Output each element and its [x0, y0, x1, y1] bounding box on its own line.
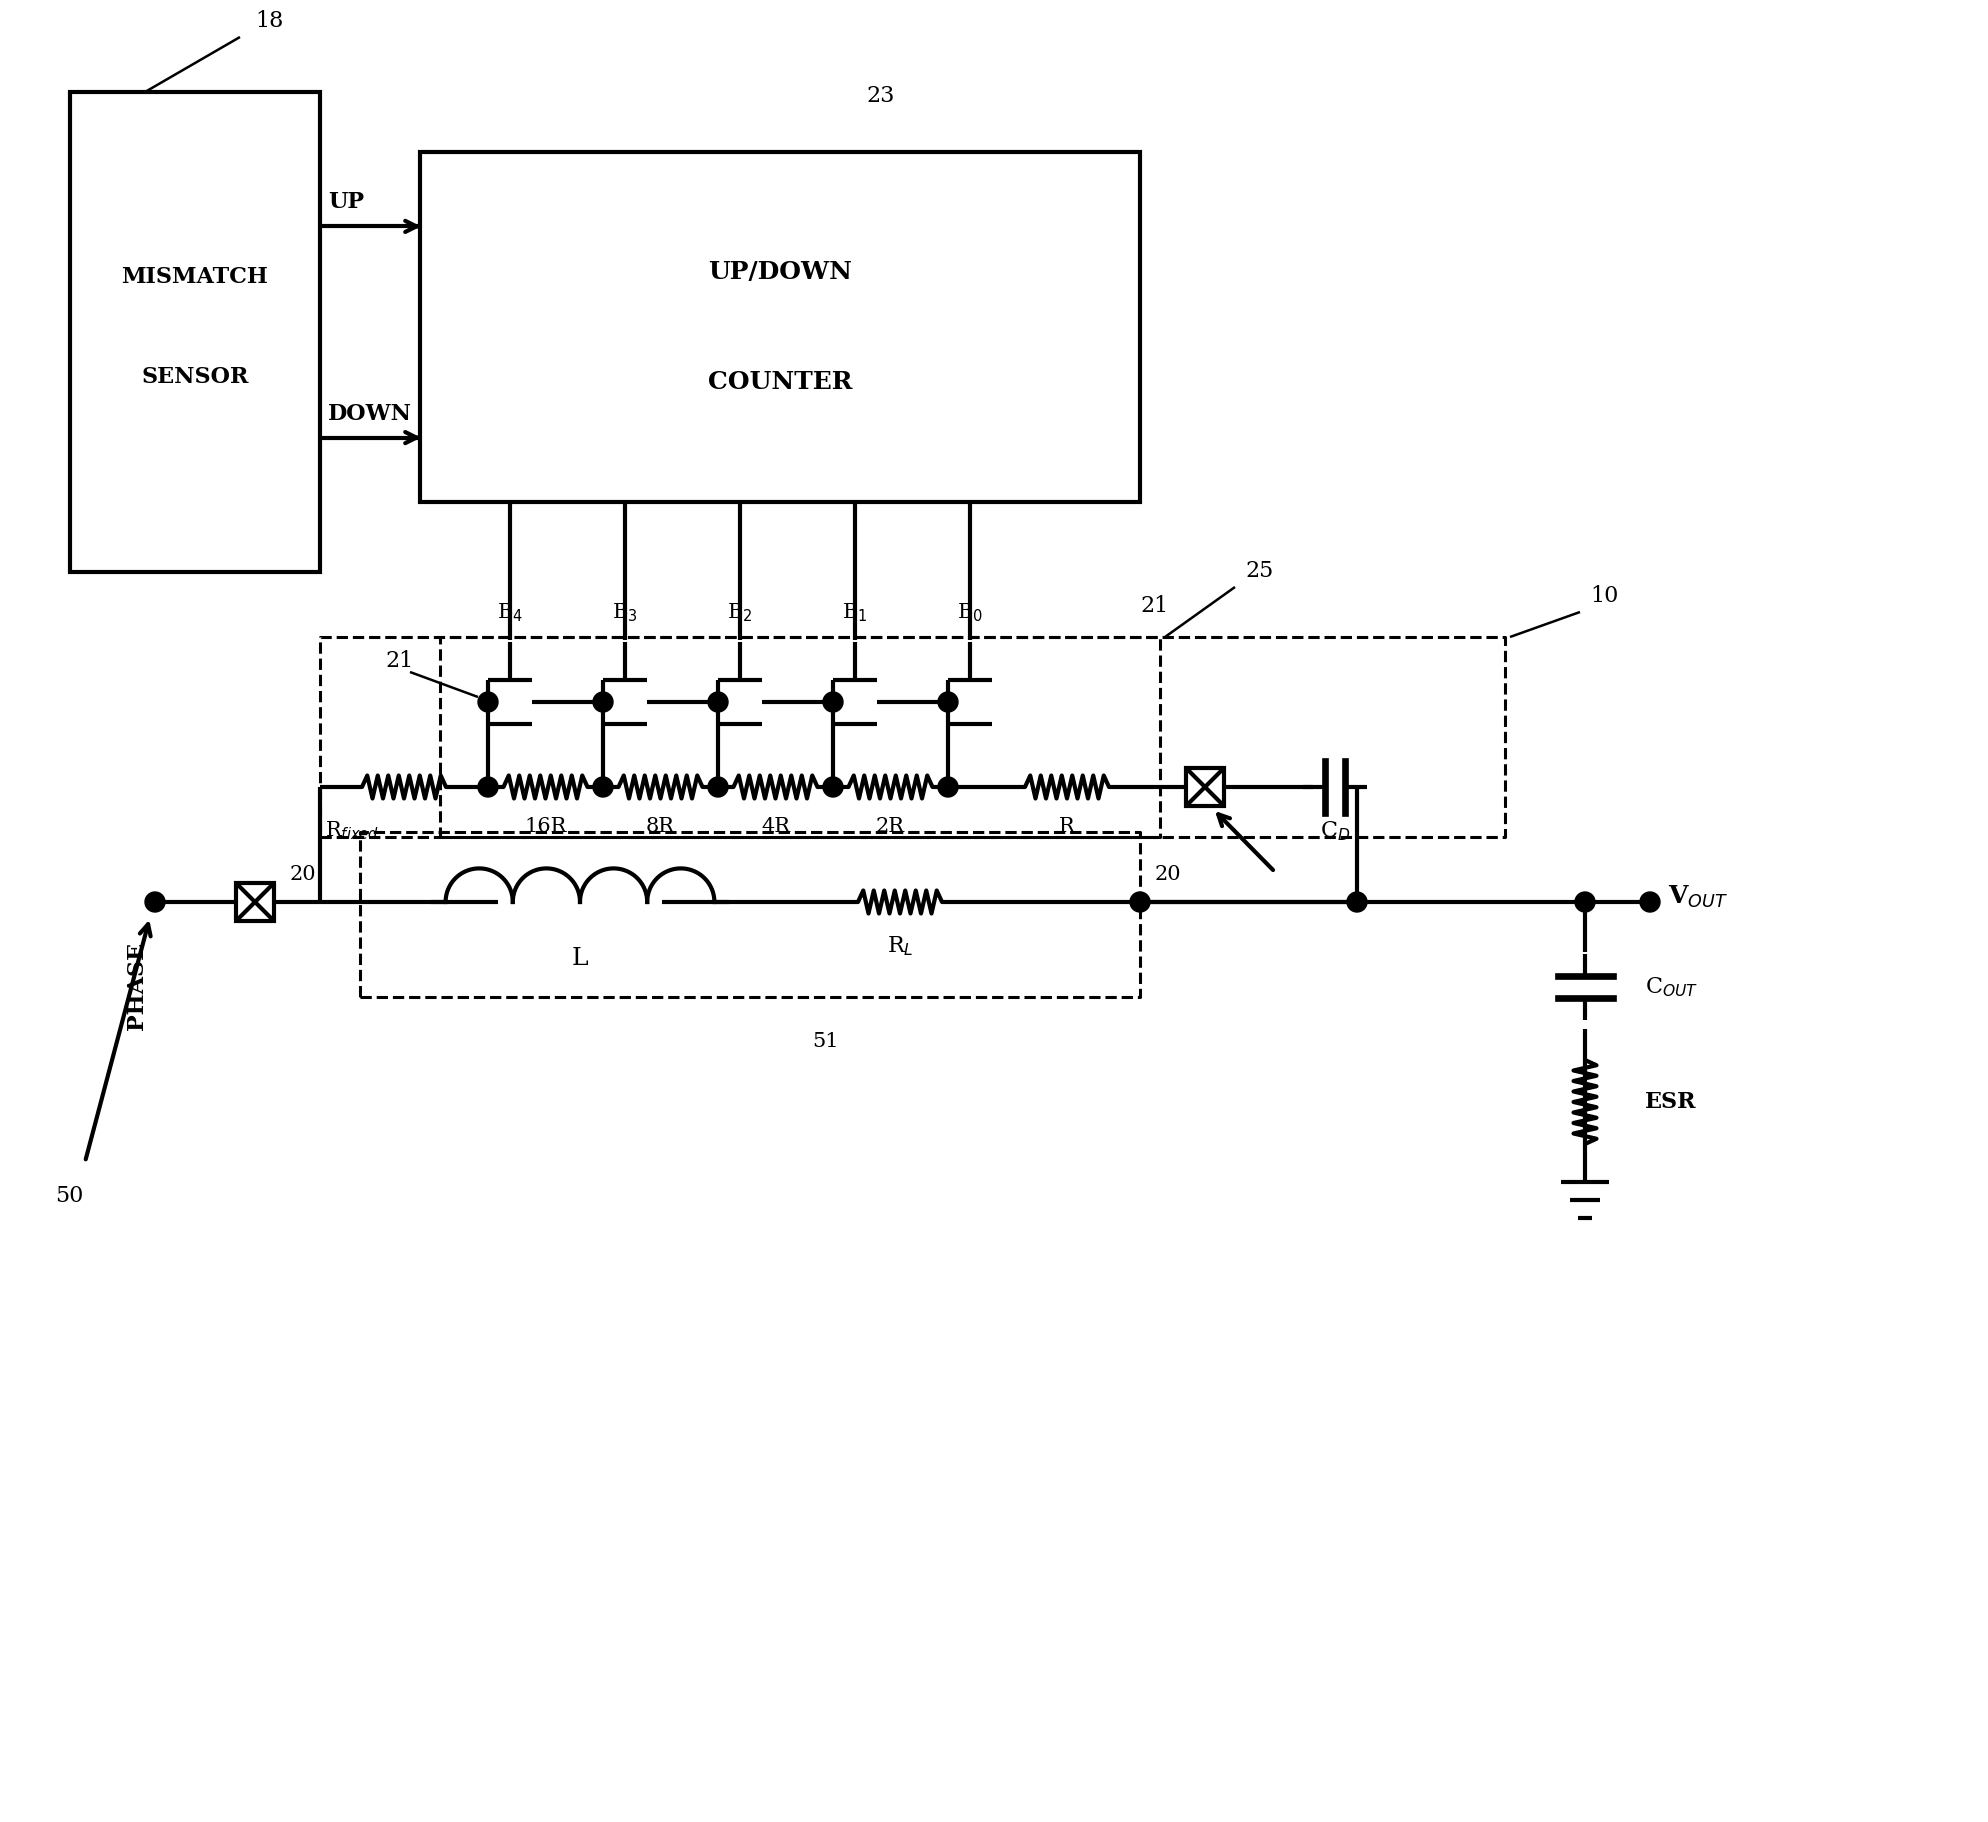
Text: 18: 18 [254, 9, 284, 33]
Circle shape [477, 692, 499, 712]
Text: PHASE: PHASE [125, 942, 147, 1029]
Text: C$_{OUT}$: C$_{OUT}$ [1644, 975, 1698, 998]
Text: B$_4$: B$_4$ [497, 601, 523, 623]
Circle shape [1348, 893, 1368, 913]
Text: UP: UP [328, 191, 364, 213]
Text: 25: 25 [1244, 559, 1272, 581]
Bar [419, 151, 1139, 503]
Bar [320, 638, 1505, 836]
Text: DOWN: DOWN [328, 403, 412, 425]
Text: ESR: ESR [1644, 1091, 1696, 1113]
Text: B$_2$: B$_2$ [728, 601, 753, 623]
Text: B$_1$: B$_1$ [843, 601, 867, 623]
Text: 10: 10 [1590, 585, 1618, 607]
Circle shape [1129, 893, 1149, 913]
Text: 21: 21 [1139, 596, 1169, 618]
Circle shape [823, 776, 843, 796]
Text: 4R: 4R [761, 816, 789, 836]
Text: 50: 50 [56, 1184, 83, 1206]
Text: 2R: 2R [877, 816, 905, 836]
Circle shape [592, 776, 612, 796]
Circle shape [938, 692, 958, 712]
Circle shape [938, 776, 958, 796]
Text: 20: 20 [290, 865, 316, 884]
Text: B$_0$: B$_0$ [956, 601, 982, 623]
Circle shape [145, 893, 165, 913]
Text: 23: 23 [867, 86, 895, 107]
Circle shape [477, 776, 499, 796]
Text: 16R: 16R [525, 816, 567, 836]
Bar [360, 833, 1139, 997]
Text: 20: 20 [1155, 865, 1181, 884]
Text: C$_D$: C$_D$ [1320, 820, 1350, 842]
Text: 51: 51 [813, 1031, 839, 1051]
Text: R$_L$: R$_L$ [887, 935, 912, 958]
Text: UP/DOWN: UP/DOWN [708, 261, 853, 284]
Text: MISMATCH: MISMATCH [121, 266, 268, 288]
Text: R$_{fixed}$: R$_{fixed}$ [324, 820, 380, 842]
Circle shape [592, 692, 612, 712]
Text: SENSOR: SENSOR [141, 366, 248, 388]
Text: COUNTER: COUNTER [708, 370, 853, 394]
Circle shape [708, 692, 728, 712]
Text: 8R: 8R [646, 816, 676, 836]
Circle shape [1640, 893, 1660, 913]
Bar [237, 884, 274, 920]
Circle shape [1574, 893, 1594, 913]
Bar [439, 638, 1161, 836]
Text: B$_3$: B$_3$ [612, 601, 638, 623]
Text: L: L [573, 947, 588, 969]
Circle shape [708, 776, 728, 796]
Bar [1187, 769, 1225, 805]
Text: 21: 21 [386, 650, 414, 672]
Text: R: R [1060, 816, 1076, 836]
Circle shape [823, 692, 843, 712]
Bar [70, 91, 320, 572]
Text: V$_{OUT}$: V$_{OUT}$ [1668, 884, 1728, 911]
